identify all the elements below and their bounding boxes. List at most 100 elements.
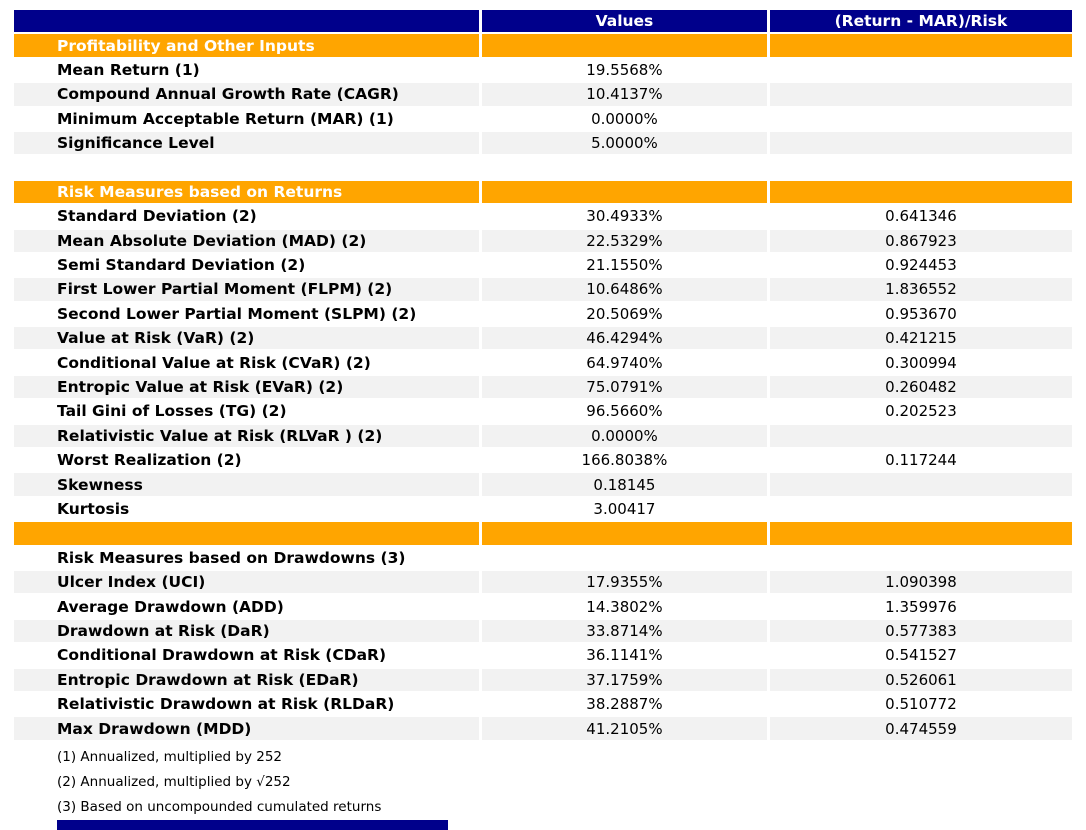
footnote: (2) Annualized, multiplied by √252	[57, 774, 291, 791]
row-ratio: 1.090398	[769, 570, 1072, 594]
row-ratio: 0.577383	[769, 619, 1072, 643]
table-row: Max Drawdown (MDD) 41.2105% 0.474559	[14, 717, 1072, 742]
table-row: Minimum Acceptable Return (MAR) (1) 0.000…	[14, 107, 1072, 132]
row-label: Tail Gini of Losses (TG) (2)	[14, 400, 482, 423]
row-ratio: 0.924453	[769, 253, 1072, 277]
row-label: Significance Level	[14, 131, 482, 155]
row-label: Relativistic Value at Risk (RLVaR ) (2)	[14, 424, 482, 448]
footnotes: (1) Annualized, multiplied by 252 (2) Ann…	[14, 745, 1072, 820]
table-row: Average Drawdown (ADD) 14.3802% 1.359976	[14, 595, 1072, 620]
row-value: 75.0791%	[481, 375, 770, 399]
row-label	[14, 522, 482, 545]
table-row: Relativistic Drawdown at Risk (RLDaR) 38.…	[14, 692, 1072, 718]
row-ratio: 1.836552	[769, 278, 1072, 301]
table-row: Mean Return (1) 19.5568%	[14, 58, 1072, 84]
row-label: Mean Return (1)	[14, 58, 482, 82]
row-ratio	[769, 497, 1072, 521]
table-row: Entropic Drawdown at Risk (EDaR) 37.1759%…	[14, 668, 1072, 693]
row-ratio: 0.260482	[769, 375, 1072, 399]
row-value: 64.9740%	[481, 351, 770, 374]
row-value: 10.6486%	[481, 278, 770, 301]
section-header-row: Risk Measures based on Returns	[14, 180, 1072, 206]
table-row: Mean Absolute Deviation (MAD) (2) 22.5329…	[14, 229, 1072, 254]
row-label: Minimum Acceptable Return (MAR) (1)	[14, 107, 482, 130]
footnote: (1) Annualized, multiplied by 252	[57, 749, 282, 766]
metrics-table: Values (Return - MAR)/Risk Profitability…	[14, 10, 1072, 820]
row-value: 96.5660%	[481, 400, 770, 423]
row-ratio: 0.421215	[769, 327, 1072, 350]
row-label: Skewness	[14, 473, 482, 496]
footnote: (3) Based on uncompounded cumulated retu…	[57, 799, 382, 816]
row-ratio	[769, 83, 1072, 106]
row-label: Entropic Value at Risk (EVaR) (2)	[14, 375, 482, 399]
row-value	[481, 34, 770, 57]
table-row: Relativistic Value at Risk (RLVaR ) (2) 0…	[14, 424, 1072, 450]
row-ratio	[769, 34, 1072, 57]
table-row: Worst Realization (2) 166.8038% 0.117244	[14, 449, 1072, 474]
row-ratio: 0.300994	[769, 351, 1072, 374]
table-row: Conditional Drawdown at Risk (CDaR) 36.11…	[14, 644, 1072, 669]
row-label: Compound Annual Growth Rate (CAGR)	[14, 83, 482, 106]
row-value: 0.0000%	[481, 107, 770, 130]
table-row: First Lower Partial Moment (FLPM) (2) 10.…	[14, 278, 1072, 303]
table-row: Skewness 0.18145	[14, 473, 1072, 498]
table-row: Conditional Value at Risk (CVaR) (2) 64.9…	[14, 351, 1072, 376]
table-row: Value at Risk (VaR) (2) 46.4294% 0.421215	[14, 327, 1072, 352]
row-ratio	[769, 131, 1072, 155]
header-cell-values: Values	[481, 10, 770, 33]
row-label: Max Drawdown (MDD)	[14, 717, 482, 740]
row-label: Risk Measures based on Drawdowns (3)	[14, 546, 482, 569]
row-value: 0.0000%	[481, 424, 770, 448]
row-value	[481, 546, 770, 569]
section-header-row	[14, 522, 1072, 547]
row-ratio: 0.953670	[769, 302, 1072, 326]
table-row: Semi Standard Deviation (2) 21.1550% 0.924…	[14, 253, 1072, 279]
row-label: Ulcer Index (UCI)	[14, 570, 482, 594]
row-label: Kurtosis	[14, 497, 482, 521]
table-header-row: Values (Return - MAR)/Risk	[14, 10, 1072, 35]
table-row: Tail Gini of Losses (TG) (2) 96.5660% 0.20…	[14, 400, 1072, 425]
row-label: Worst Realization (2)	[14, 449, 482, 472]
row-ratio	[769, 473, 1072, 496]
row-ratio	[769, 58, 1072, 82]
row-label: Value at Risk (VaR) (2)	[14, 327, 482, 350]
row-label: Standard Deviation (2)	[14, 205, 482, 228]
table-row: Second Lower Partial Moment (SLPM) (2) 20…	[14, 302, 1072, 328]
row-value: 41.2105%	[481, 717, 770, 740]
row-value: 21.1550%	[481, 253, 770, 277]
row-label: Mean Absolute Deviation (MAD) (2)	[14, 229, 482, 252]
row-ratio	[769, 522, 1072, 545]
row-value: 36.1141%	[481, 644, 770, 667]
row-value: 10.4137%	[481, 83, 770, 106]
table-row: Ulcer Index (UCI) 17.9355% 1.090398	[14, 570, 1072, 596]
row-ratio	[769, 107, 1072, 130]
row-value: 30.4933%	[481, 205, 770, 228]
table-row: Drawdown at Risk (DaR) 33.8714% 0.577383	[14, 619, 1072, 645]
row-label: Average Drawdown (ADD)	[14, 595, 482, 618]
row-ratio: 0.474559	[769, 717, 1072, 740]
table-row: Standard Deviation (2) 30.4933% 0.641346	[14, 205, 1072, 230]
header-cell-return-mar-risk: (Return - MAR)/Risk	[769, 10, 1072, 33]
table-body: Profitability and Other Inputs Mean Retur…	[14, 34, 1072, 742]
row-ratio: 0.641346	[769, 205, 1072, 228]
row-ratio: 0.526061	[769, 668, 1072, 691]
row-value: 3.00417	[481, 497, 770, 521]
row-value: 166.8038%	[481, 449, 770, 472]
row-label: Drawdown at Risk (DaR)	[14, 619, 482, 643]
footer-bar	[57, 820, 448, 830]
row-label: Risk Measures based on Returns	[14, 180, 482, 204]
row-value: 22.5329%	[481, 229, 770, 252]
row-value: 38.2887%	[481, 692, 770, 716]
row-value: 14.3802%	[481, 595, 770, 618]
row-ratio: 1.359976	[769, 595, 1072, 618]
row-label: Profitability and Other Inputs	[14, 34, 482, 57]
row-ratio: 0.867923	[769, 229, 1072, 252]
row-ratio: 0.117244	[769, 449, 1072, 472]
table-row: Significance Level 5.0000%	[14, 131, 1072, 157]
row-ratio: 0.541527	[769, 644, 1072, 667]
header-cell-metric	[14, 10, 482, 33]
table-row: Compound Annual Growth Rate (CAGR) 10.413…	[14, 83, 1072, 108]
row-value: 20.5069%	[481, 302, 770, 326]
table-row: Kurtosis 3.00417	[14, 497, 1072, 523]
